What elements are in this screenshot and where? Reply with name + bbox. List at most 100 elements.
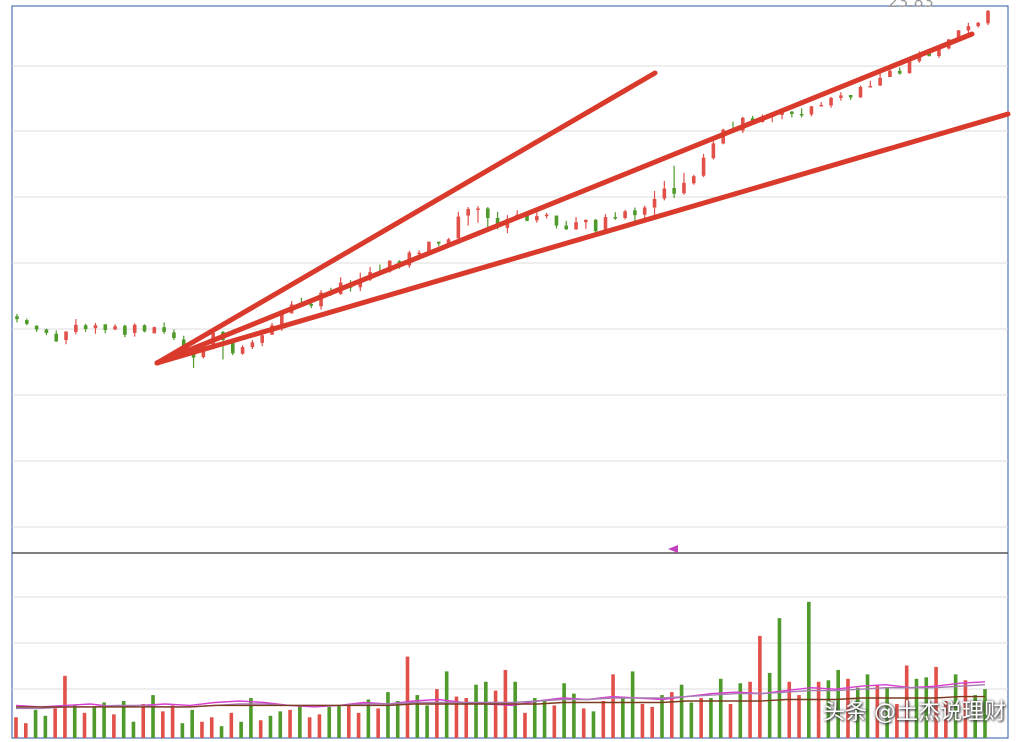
candle-body bbox=[240, 347, 245, 354]
top-price-label: 23.83 bbox=[888, 0, 934, 11]
plot-border bbox=[11, 5, 1009, 739]
volume-bar bbox=[797, 695, 801, 738]
volume-ma-line bbox=[16, 695, 985, 708]
volume-bar bbox=[689, 702, 694, 738]
candle-body bbox=[839, 95, 843, 98]
candle-body bbox=[64, 331, 68, 340]
volume-bar bbox=[953, 674, 958, 738]
candle-body bbox=[387, 260, 392, 272]
candle-body bbox=[25, 320, 29, 324]
volume-bar bbox=[141, 703, 146, 738]
candle-body bbox=[93, 325, 98, 329]
candle-body bbox=[868, 85, 873, 88]
volume-bar bbox=[914, 678, 919, 738]
volume-bar bbox=[317, 714, 322, 738]
volume-bar bbox=[836, 669, 840, 738]
volume-bar bbox=[288, 709, 292, 738]
volume-bar bbox=[131, 721, 136, 738]
volume-bar bbox=[640, 703, 645, 738]
volume-bar bbox=[591, 711, 596, 738]
candle-body bbox=[986, 10, 990, 24]
volume-bar bbox=[435, 689, 439, 738]
volume-bar bbox=[630, 671, 635, 738]
candle-body bbox=[652, 198, 657, 208]
volume-bar bbox=[542, 699, 547, 738]
candle-body bbox=[819, 104, 824, 107]
candle-body bbox=[485, 208, 490, 218]
volume-bar bbox=[190, 709, 194, 738]
candle-body bbox=[682, 182, 686, 194]
volume-bar bbox=[92, 706, 97, 738]
candle-body bbox=[976, 22, 980, 27]
candle-body bbox=[937, 48, 941, 57]
volume-bar bbox=[875, 684, 880, 738]
volume-bar bbox=[650, 706, 655, 738]
volume-bar bbox=[278, 711, 283, 738]
volume-bar bbox=[855, 687, 860, 738]
volume-bar bbox=[386, 692, 390, 738]
volume-bar bbox=[219, 726, 224, 738]
volume-bar bbox=[767, 672, 772, 738]
candle-body bbox=[525, 215, 529, 221]
volume-bar bbox=[709, 698, 713, 738]
volume-bar bbox=[826, 680, 831, 738]
volume-bar bbox=[611, 674, 615, 738]
trend-line bbox=[154, 111, 1011, 366]
candle-body bbox=[799, 113, 804, 116]
volume-bar bbox=[562, 683, 566, 738]
volume-bar bbox=[484, 681, 488, 738]
volume-bar bbox=[346, 703, 351, 738]
candle-body bbox=[309, 303, 314, 306]
trend-line bbox=[154, 70, 658, 366]
candle-body bbox=[897, 70, 902, 74]
volume-bar bbox=[200, 721, 204, 738]
candle-body bbox=[44, 329, 49, 333]
volume-bar bbox=[718, 678, 723, 738]
candle-body bbox=[711, 143, 716, 159]
volume-bar bbox=[572, 693, 576, 738]
volume-bar bbox=[777, 618, 782, 738]
volume-bar bbox=[327, 706, 332, 738]
candle-body bbox=[15, 316, 19, 320]
candle-body bbox=[878, 77, 882, 86]
candle-body bbox=[623, 211, 627, 218]
volume-bar bbox=[82, 712, 87, 738]
volume-bar bbox=[170, 705, 175, 738]
candle-body bbox=[790, 111, 794, 114]
volume-bar bbox=[493, 690, 498, 738]
volume-bar bbox=[787, 681, 792, 738]
watermark-text: 头条 @土杰说理财 bbox=[823, 700, 1006, 725]
candle-body bbox=[642, 207, 647, 215]
volume-bar bbox=[963, 680, 968, 738]
candle-body bbox=[888, 70, 892, 77]
volume-bar bbox=[180, 723, 185, 738]
volume-bar bbox=[895, 703, 899, 738]
volume-bar bbox=[376, 708, 380, 738]
candle-body bbox=[446, 239, 451, 245]
volume-bar bbox=[748, 681, 752, 738]
candle-body bbox=[535, 216, 539, 221]
volume-bar bbox=[758, 635, 762, 738]
candle-body bbox=[123, 325, 127, 335]
candle-body bbox=[848, 94, 853, 98]
volume-bar bbox=[846, 678, 850, 738]
volume-bar bbox=[728, 703, 733, 738]
candle-body bbox=[956, 30, 961, 40]
volume-bar bbox=[944, 701, 948, 738]
volume-bar bbox=[229, 712, 234, 738]
candle-body bbox=[858, 86, 863, 98]
candle-body bbox=[907, 61, 912, 74]
volume-bar bbox=[454, 696, 459, 738]
volume-bar bbox=[112, 714, 116, 738]
volume-bar bbox=[102, 702, 106, 738]
volume-bar bbox=[43, 715, 48, 738]
candle-body bbox=[142, 325, 147, 332]
candle-body bbox=[593, 219, 598, 232]
volume-bar bbox=[552, 705, 557, 738]
candle-body bbox=[250, 342, 255, 348]
volume-bar bbox=[523, 712, 527, 738]
candle-body bbox=[927, 53, 931, 57]
candle-body bbox=[544, 214, 549, 217]
volume-bar bbox=[151, 695, 155, 738]
